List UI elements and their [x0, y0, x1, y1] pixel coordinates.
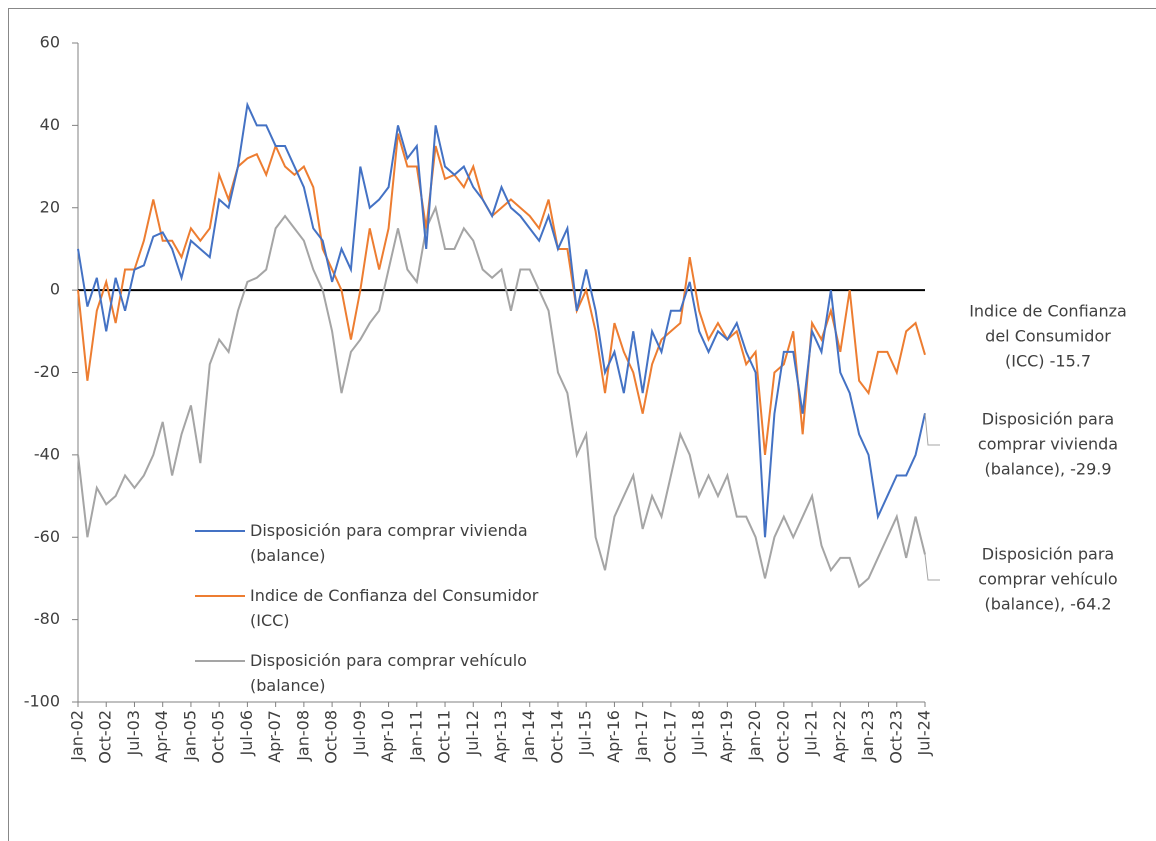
annotation: comprar vehículo — [978, 570, 1117, 589]
legend-label: Disposición para comprar vehículo (balanc… — [250, 651, 527, 695]
x-tick-label: Apr-22 — [830, 710, 849, 763]
y-tick-label: -60 — [34, 527, 60, 546]
x-tick-label: Apr-16 — [604, 710, 623, 763]
annotation: (balance), -64.2 — [984, 595, 1111, 614]
x-tick-label: Oct-02 — [96, 710, 115, 764]
legend-line: (balance) — [250, 676, 325, 695]
x-tick-label: Apr-13 — [491, 710, 510, 763]
x-tick-label: Jul-06 — [237, 710, 256, 756]
x-tick-label: Apr-19 — [717, 710, 736, 763]
y-tick-label: 0 — [50, 280, 60, 299]
y-tick-label: -80 — [34, 609, 60, 628]
x-tick-label: Oct-17 — [660, 710, 679, 764]
x-tick-label: Apr-07 — [265, 710, 284, 763]
x-tick-label: Jan-14 — [519, 710, 538, 762]
y-tick-label: -100 — [24, 692, 60, 711]
legend-label: Indice de Confianza del Consumidor (ICC) — [250, 586, 539, 630]
legend-line: Disposición para comprar vehículo — [250, 651, 527, 670]
legend-line: (ICC) — [250, 611, 290, 630]
x-tick-label: Oct-11 — [435, 710, 454, 764]
annotation: (balance), -29.9 — [984, 460, 1111, 479]
x-tick-label: Jul-03 — [124, 710, 143, 756]
x-tick-label: Jul-24 — [915, 710, 934, 756]
y-tick-label: -20 — [34, 362, 60, 381]
annotation: Disposición para — [982, 410, 1114, 429]
leader-line — [924, 413, 940, 446]
x-tick-label: Oct-05 — [209, 710, 228, 764]
x-tick-label: Jul-15 — [576, 710, 595, 756]
chart-frame — [8, 8, 1156, 841]
y-tick-label: -40 — [34, 444, 60, 463]
legend-label: Disposición para comprar vivienda (balanc… — [250, 521, 528, 565]
x-tick-label: Jan-17 — [632, 710, 651, 762]
legend-line: Indice de Confianza del Consumidor — [250, 586, 539, 605]
series-line — [77, 101, 926, 538]
x-tick-label: Jan-23 — [858, 710, 877, 762]
x-tick-label: Oct-08 — [322, 710, 341, 764]
annotation: del Consumidor — [985, 327, 1111, 346]
series-line — [77, 204, 926, 589]
x-tick-label: Jan-05 — [180, 710, 199, 762]
x-tick-label: Jan-08 — [293, 710, 312, 762]
x-tick-label: Apr-04 — [152, 710, 171, 763]
x-tick-label: Jul-12 — [463, 710, 482, 756]
x-tick-label: Jul-21 — [802, 710, 821, 756]
x-tick-label: Jan-20 — [745, 710, 764, 762]
legend-line: (balance) — [250, 546, 325, 565]
series-line — [77, 133, 926, 455]
x-tick-label: Jul-18 — [689, 710, 708, 756]
y-tick-label: 60 — [40, 33, 60, 52]
annotation: comprar vivienda — [978, 435, 1118, 454]
x-tick-label: Jul-09 — [350, 710, 369, 756]
leader-line — [924, 554, 940, 581]
y-tick-label: 40 — [40, 115, 60, 134]
x-tick-label: Oct-20 — [773, 710, 792, 764]
x-tick-label: Jan-11 — [406, 710, 425, 762]
y-tick-label: 20 — [40, 197, 60, 216]
annotation: Indice de Confianza — [969, 302, 1127, 321]
legend-line: Disposición para comprar vivienda — [250, 521, 528, 540]
x-tick-label: Jan-02 — [68, 710, 87, 762]
annotation: Disposición para — [982, 545, 1114, 564]
x-tick-label: Apr-10 — [378, 710, 397, 763]
x-tick-label: Oct-23 — [886, 710, 905, 764]
x-tick-label: Oct-14 — [547, 710, 566, 764]
annotation: (ICC) -15.7 — [1005, 352, 1091, 371]
